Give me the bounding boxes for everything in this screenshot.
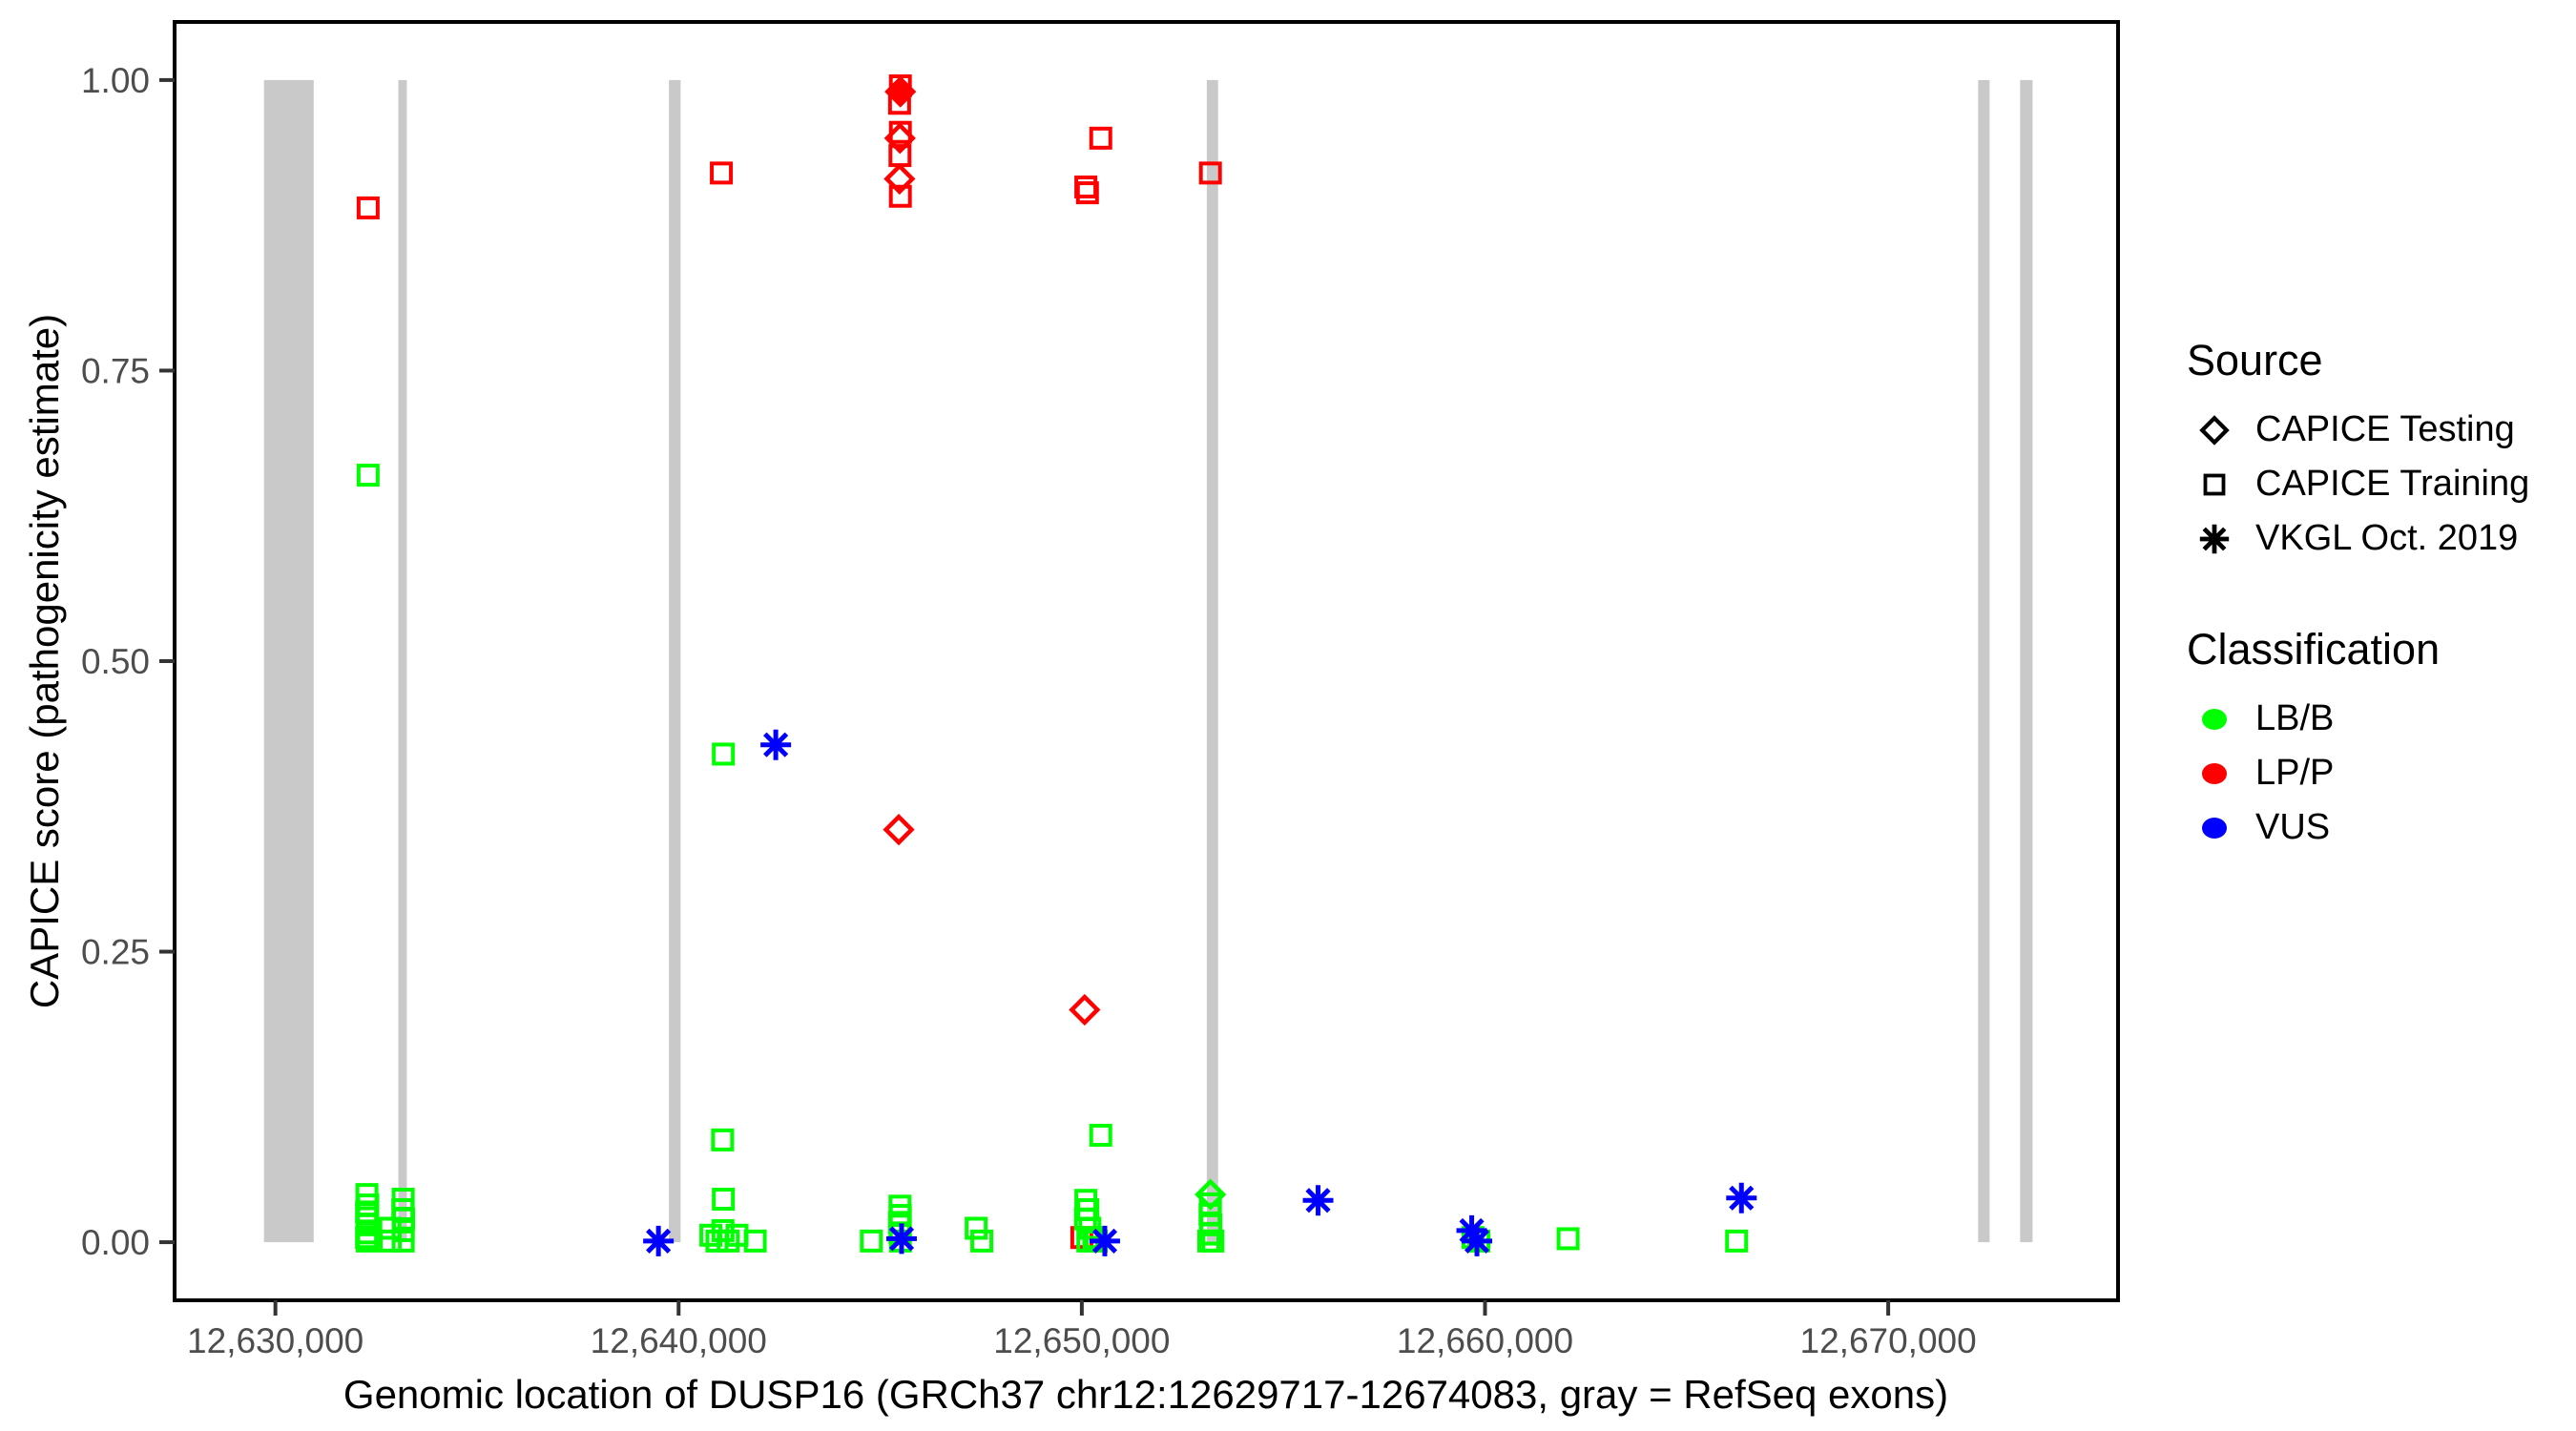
- data-point: [712, 742, 736, 766]
- exon-bar: [1978, 79, 1990, 1243]
- legend-item-capice-training: CAPICE Training: [2187, 457, 2529, 511]
- legend-classification-block: Classification LB/B LP/P VUS: [2187, 625, 2529, 855]
- data-point: [2203, 473, 2226, 495]
- data-point: [965, 1216, 988, 1240]
- panel-border: [173, 20, 2120, 1302]
- exon-bar: [2020, 79, 2033, 1243]
- x-axis-title: Genomic location of DUSP16 (GRCh37 chr12…: [343, 1372, 1949, 1417]
- data-point: [884, 75, 917, 108]
- data-point: [356, 1229, 380, 1253]
- legend-item-lb-b: LB/B: [2187, 692, 2529, 746]
- exon-bar: [263, 79, 314, 1243]
- diamond-icon: [2199, 414, 2230, 446]
- square-icon: [2203, 473, 2226, 495]
- y-tick-label: 1.00: [81, 61, 150, 100]
- data-point: [1726, 1182, 1757, 1213]
- data-point: [710, 161, 734, 185]
- legend-classification-title: Classification: [2187, 625, 2441, 674]
- data-point: [356, 464, 380, 487]
- data-point: [356, 196, 380, 219]
- data-point: [1089, 126, 1112, 150]
- asterisk-icon: [2199, 524, 2230, 553]
- legend: Source CAPICE Testing CAPICE Training VKGL…: [2187, 336, 2529, 855]
- y-axis-title: CAPICE score (pathogenicity estimate): [22, 313, 67, 1009]
- data-point: [860, 1229, 883, 1253]
- x-tick-label: 12,640,000: [591, 1321, 767, 1360]
- legend-source-items: CAPICE Testing CAPICE Training VKGL Oct. 2…: [2187, 403, 2529, 566]
- dot-icon: [2202, 817, 2227, 839]
- data-point: [1195, 1178, 1227, 1211]
- data-point: [743, 1229, 767, 1253]
- data-point: [885, 1223, 917, 1255]
- data-point: [711, 1128, 735, 1151]
- legend-item-capice-testing: CAPICE Testing: [2187, 403, 2529, 457]
- dot-icon: [2202, 708, 2227, 730]
- data-point: [1069, 993, 1101, 1027]
- y-tick-label: 0.25: [81, 933, 150, 972]
- x-tick-label: 12,630,000: [187, 1321, 364, 1360]
- data-point: [1201, 1229, 1225, 1253]
- legend-item-label: VUS: [2255, 807, 2331, 847]
- data-point: [1089, 1225, 1120, 1256]
- exon-bar: [669, 79, 681, 1243]
- y-tick-label: 0.50: [81, 642, 150, 681]
- data-point: [760, 729, 792, 760]
- legend-item-lp-p: LP/P: [2187, 746, 2529, 800]
- data-point: [643, 1225, 675, 1256]
- data-point: [2199, 414, 2230, 446]
- legend-item-label: LB/B: [2255, 698, 2335, 738]
- data-point: [1556, 1227, 1580, 1251]
- legend-classification-items: LB/B LP/P VUS: [2187, 692, 2529, 855]
- legend-item-label: CAPICE Testing: [2255, 409, 2515, 449]
- data-point: [391, 1229, 415, 1253]
- legend-item-vus: VUS: [2187, 800, 2529, 855]
- data-point: [888, 184, 912, 208]
- data-point: [1302, 1185, 1334, 1216]
- data-point: [970, 1229, 994, 1253]
- legend-item-vkgl-oct-2019: VKGL Oct. 2019: [2187, 511, 2529, 566]
- data-point: [883, 162, 916, 196]
- data-point: [883, 122, 916, 155]
- data-point: [712, 1188, 736, 1212]
- legend-item-label: VKGL Oct. 2019: [2255, 518, 2519, 558]
- data-point: [2199, 524, 2230, 553]
- data-point: [1725, 1229, 1749, 1253]
- data-point: [1075, 181, 1099, 205]
- legend-source-title: Source: [2187, 336, 2323, 384]
- legend-source-block: Source CAPICE Testing CAPICE Training VKGL…: [2187, 336, 2529, 566]
- legend-item-label: LP/P: [2255, 753, 2335, 793]
- y-tick-label: 0.75: [81, 351, 150, 390]
- dot-icon: [2202, 762, 2227, 784]
- legend-item-label: CAPICE Training: [2255, 464, 2530, 504]
- data-point: [1198, 161, 1222, 185]
- data-point: [1456, 1214, 1487, 1246]
- exon-bar: [1206, 79, 1218, 1243]
- x-tick-label: 12,670,000: [1800, 1321, 1977, 1360]
- x-tick-label: 12,650,000: [993, 1321, 1170, 1360]
- data-point: [1462, 1225, 1493, 1256]
- data-point: [883, 814, 915, 846]
- x-tick-label: 12,660,000: [1397, 1321, 1573, 1360]
- data-point: [392, 1207, 416, 1231]
- exon-bar: [398, 79, 407, 1243]
- y-tick-label: 0.00: [81, 1223, 150, 1262]
- data-point: [1089, 1124, 1112, 1148]
